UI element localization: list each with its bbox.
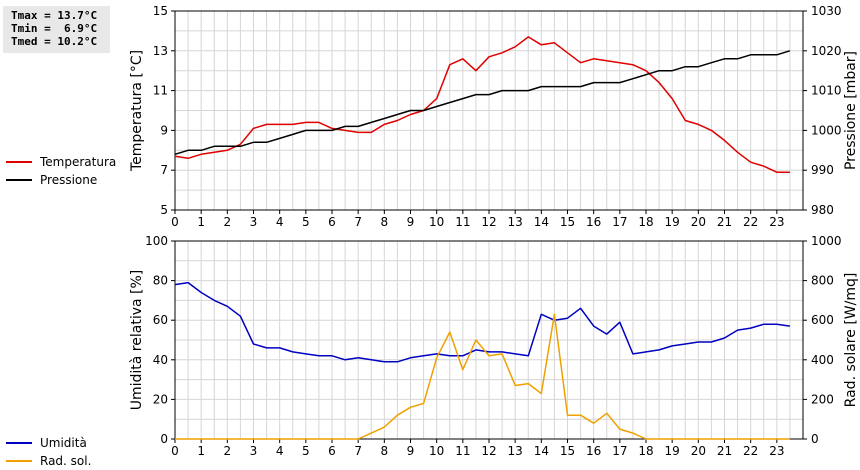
panel2-xtick-label: 13 [508,444,523,458]
panel1-xtick-label: 15 [560,215,575,229]
legend-item-temperatura: Temperatura [6,153,116,171]
panel1-xtick-label: 20 [691,215,706,229]
panel1-xtick-label: 10 [429,215,444,229]
panel1-xtick-label: 6 [328,215,336,229]
panel2-xtick-label: 10 [429,444,444,458]
panel1-xtick-label: 22 [743,215,758,229]
panel1-xtick-label: 16 [586,215,601,229]
panel2-xtick-label: 0 [171,444,179,458]
panel2-series-1-line [174,281,791,363]
legend-swatch-umidita [6,442,32,444]
panel1-ytick-label: 15 [153,4,168,18]
panel2-xtick-label: 1 [197,444,205,458]
legend-label-umidita: Umidità [40,436,87,450]
panel1-xtick-label: 1 [197,215,205,229]
tmin-text: Tmin = 6.9°C [11,22,98,35]
panel2-xtick-label: 20 [691,444,706,458]
panel2-xtick-label: 9 [407,444,415,458]
panel2-xtick-label: 16 [586,444,601,458]
panel1-xtick-label: 12 [481,215,496,229]
panel1-xtick-label: 13 [508,215,523,229]
panel2-y2tick-label: 200 [811,392,834,406]
panel1-y2tick-label: 1030 [811,4,842,18]
panel2-ylabel: Umidità relativa [%] [129,270,145,411]
tmed-text: Tmed = 10.2°C [11,35,98,48]
panel1-ytick-label: 9 [160,123,168,137]
legend-item-pressione: Pressione [6,171,116,189]
panel1-y2tick-label: 1020 [811,44,842,58]
panel1-xtick-label: 21 [717,215,732,229]
panel2-xtick-label: 15 [560,444,575,458]
stats-box: Tmax = 13.7°C Tmin = 6.9°C Tmed = 10.2°C [3,6,110,53]
panel1-y2tick-label: 1010 [811,84,842,98]
panel1-xtick-label: 17 [612,215,627,229]
panel1-xtick-label: 8 [381,215,389,229]
panel2-y2tick-label: 600 [811,313,834,327]
legend-top: Temperatura Pressione [6,153,116,189]
panel2-xtick-label: 7 [354,444,362,458]
legend-swatch-temperatura [6,161,32,163]
panel1-y2tick-label: 1000 [811,123,842,137]
panel2-xtick-label: 19 [665,444,680,458]
panel2-xtick-label: 2 [224,444,232,458]
panel2-y2tick-label: 1000 [811,234,842,248]
panel1-xtick-label: 4 [276,215,284,229]
panel2-xtick-label: 23 [769,444,784,458]
panel2-xtick-label: 14 [534,444,549,458]
legend-label-pressione: Pressione [40,173,98,187]
panel1-ytick-label: 5 [160,203,168,217]
panel2-ytick-label: 0 [160,432,168,446]
panel2-xtick-label: 17 [612,444,627,458]
legend-item-umidita: Umidità [6,434,91,452]
panel1-xtick-label: 9 [407,215,415,229]
panel1-ytick-label: 11 [153,84,168,98]
panel2-xtick-label: 4 [276,444,284,458]
panel1-xtick-label: 18 [638,215,653,229]
panel1-series-1-line [174,36,790,173]
panel1-xtick-label: 19 [665,215,680,229]
panel1-y2tick-label: 980 [811,203,834,217]
panel2-xtick-label: 5 [302,444,310,458]
panel1-xtick-label: 5 [302,215,310,229]
panel2-ytick-label: 40 [153,353,168,367]
panel1-series-2-line [174,50,791,156]
panel1-ytick-label: 13 [153,44,168,58]
panel1-xtick-label: 0 [171,215,179,229]
panel2-xtick-label: 3 [250,444,258,458]
panel2-xtick-label: 6 [328,444,336,458]
panel1-xtick-label: 2 [224,215,232,229]
panel2-ytick-label: 20 [153,392,168,406]
panel1-y2label: Pressione [mbar] [843,51,859,170]
panel2-y2tick-label: 0 [811,432,819,446]
legend-swatch-pressione [6,179,32,181]
charts-svg: 0 1 2 3 4 5 6 7 8 9 10 11 12 13 14 15 16 17 18 19 20 21 22 2357… [129,4,859,458]
tmax-text: Tmax = 13.7°C [11,9,98,22]
panel1-ytick-label: 7 [160,163,168,177]
panel1-xtick-label: 7 [354,215,362,229]
panel1-ylabel: Temperatura [°C] [129,50,145,172]
panel2-xtick-label: 8 [381,444,389,458]
panel2-ytick-label: 60 [153,313,168,327]
panel2-y2tick-label: 800 [811,274,834,288]
panel1-xtick-label: 3 [250,215,258,229]
panel2-xtick-label: 11 [455,444,470,458]
panel2-y2tick-label: 400 [811,353,834,367]
panel2-xtick-label: 12 [481,444,496,458]
panel2-series-2-line [175,313,790,440]
panel1-y2tick-label: 990 [811,163,834,177]
panel2-y2label: Rad. solare [W/mq] [843,273,859,408]
panel2-ytick-label: 100 [145,234,168,248]
legend-swatch-radsol [6,460,32,462]
legend-label-temperatura: Temperatura [40,155,117,169]
panel2-xtick-label: 21 [717,444,732,458]
panel1-xtick-label: 11 [455,215,470,229]
panel2-xtick-label: 18 [638,444,653,458]
panel2-ytick-label: 80 [153,274,168,288]
panel2-xtick-label: 22 [743,444,758,458]
panel1-xtick-label: 14 [534,215,549,229]
panel1-xtick-label: 23 [769,215,784,229]
